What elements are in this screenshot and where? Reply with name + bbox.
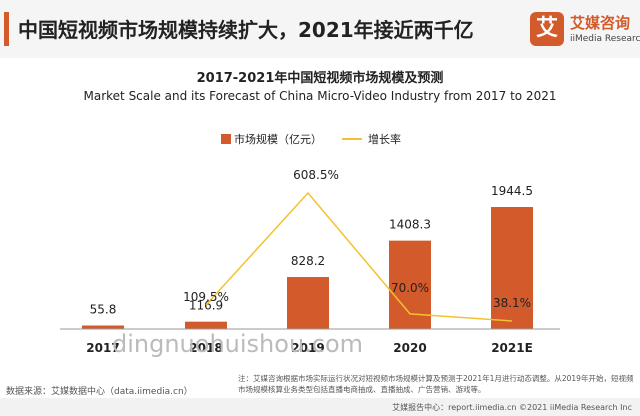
x-tick-label-2019: 2019 (291, 341, 324, 355)
bar-label-2019: 828.2 (291, 254, 325, 268)
chart-title: 2017-2021年中国短视频市场规模及预测 (196, 71, 444, 86)
footer-credit: 艾媒报告中心：report.iimedia.cn ©2021 iiMedia R… (392, 403, 632, 412)
bar-2021E (491, 207, 533, 329)
bar-label-2018: 116.9 (189, 299, 223, 313)
iimedia-logo: 艾 艾媒咨询 iiMedia Research (530, 10, 640, 50)
x-tick-label-2020: 2020 (393, 341, 426, 355)
bar-label-2017: 55.8 (90, 302, 117, 316)
footer-bar (0, 398, 640, 416)
legend-label-bar: 市场规模（亿元） (234, 132, 322, 146)
legend-swatch-bar (221, 134, 231, 144)
bar-2017 (82, 325, 124, 329)
bar-2019 (287, 277, 329, 329)
logo-name-en: iiMedia Research (570, 34, 640, 44)
chart-note: 注：艾媒咨询根据市场实际运行状况对短视频市场规模计算及预测于2021年1月进行动… (238, 374, 634, 394)
logo-mark-icon: 艾 (530, 12, 564, 46)
bar-label-2020: 1408.3 (389, 218, 431, 232)
chart-subtitle: Market Scale and its Forecast of China M… (83, 89, 557, 103)
bar-label-2021E: 1944.5 (491, 184, 533, 198)
data-source: 数据来源：艾媒数据中心（data.iimedia.cn） (6, 387, 193, 397)
bar-2018 (185, 321, 227, 329)
page-headline: 中国短视频市场规模持续扩大，2021年接近两千亿 (18, 18, 474, 42)
legend-label-line: 增长率 (368, 132, 401, 146)
line-label-2021E: 38.1% (493, 296, 531, 310)
line-label-2020: 70.0% (391, 281, 429, 295)
watermark: dingnuohuishou.com (112, 330, 364, 358)
line-label-2019: 608.5% (293, 168, 339, 182)
x-tick-label-2018: 2018 (189, 341, 222, 355)
headline-accent (4, 12, 9, 46)
line-label-2018: 109.5% (183, 290, 229, 304)
logo-name-cn: 艾媒咨询 (570, 14, 631, 32)
x-tick-label-2017: 2017 (86, 341, 119, 355)
x-tick-label-2021E: 2021E (491, 341, 533, 355)
growth-rate-line (205, 191, 513, 322)
